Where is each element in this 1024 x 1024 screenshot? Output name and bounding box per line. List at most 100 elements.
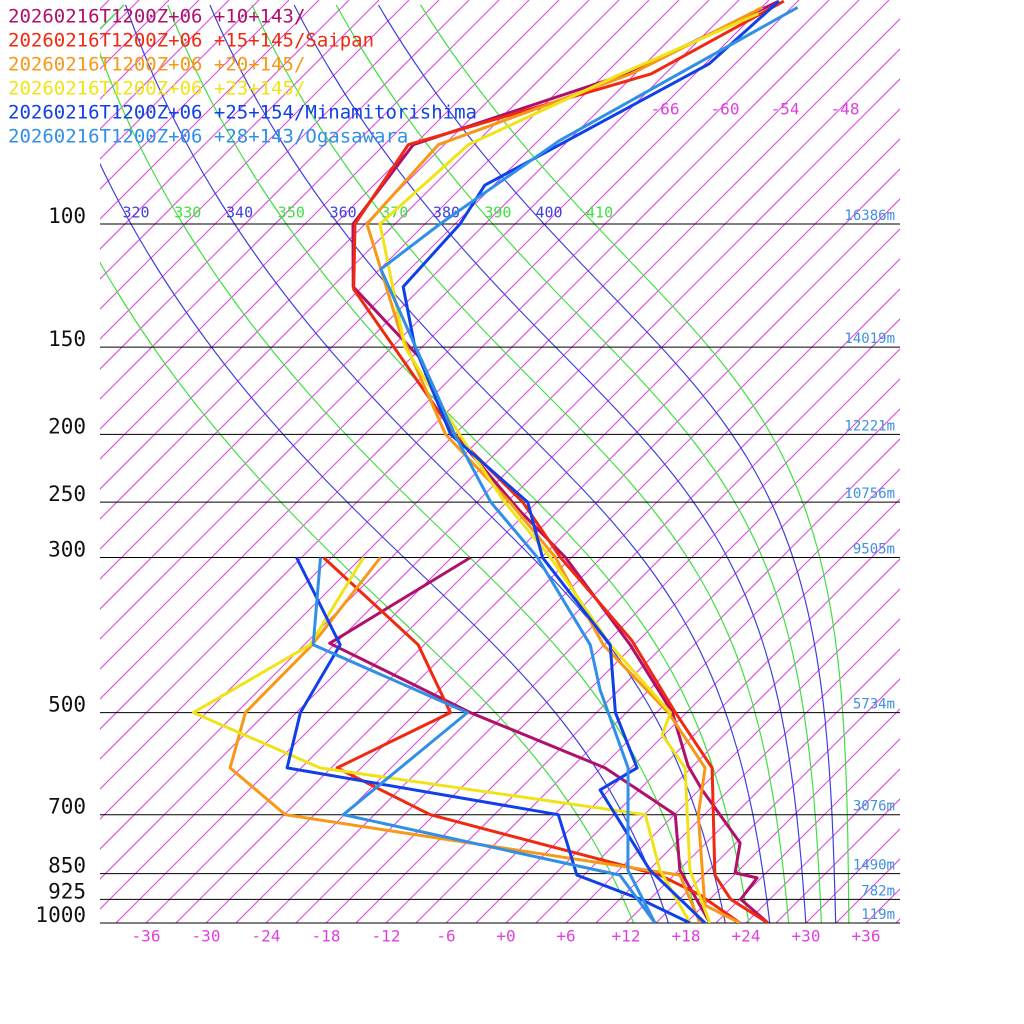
isotherm-label: -60 <box>711 100 740 119</box>
theta-e-label: 330 <box>174 204 201 222</box>
dewpoint-line <box>285 556 691 923</box>
theta-e-label: 390 <box>484 204 511 222</box>
isotherm <box>100 0 890 790</box>
isotherm <box>100 48 900 850</box>
isotherm <box>100 0 860 760</box>
isotherm-label: -54 <box>771 100 800 119</box>
theta-e-line <box>125 4 726 923</box>
isotherm <box>685 708 900 923</box>
isotherm <box>100 108 900 910</box>
isotherm <box>415 438 900 923</box>
isotherm <box>100 0 470 370</box>
height-label: 119m <box>861 907 895 923</box>
isotherm <box>100 0 620 520</box>
pressure-label: 700 <box>48 795 86 819</box>
x-tick-label: +12 <box>612 927 641 946</box>
dewpoint-line <box>328 556 712 923</box>
isotherm <box>100 78 900 880</box>
height-label: 9505m <box>853 542 895 558</box>
isotherm <box>100 0 290 190</box>
height-label: 10756m <box>844 486 895 502</box>
legend-entry: 20260216T1200Z+06 +28+143/Ogasawara <box>8 126 408 148</box>
temperature-line <box>378 12 760 923</box>
theta-e-line <box>335 4 822 923</box>
x-tick-label: +24 <box>732 927 761 946</box>
theta-e-line <box>100 4 635 923</box>
x-tick-label: +0 <box>496 927 515 946</box>
x-tick-label: -18 <box>312 927 341 946</box>
height-label: 16386m <box>844 208 895 224</box>
height-label: 1490m <box>853 858 895 874</box>
height-label: 14019m <box>844 331 895 347</box>
theta-e-label: 340 <box>226 204 253 222</box>
isotherm <box>295 318 900 923</box>
isotherm <box>100 0 710 610</box>
theta-e-label: 360 <box>330 204 357 222</box>
isotherm <box>475 498 900 923</box>
temperature-line <box>352 0 785 923</box>
pressure-label: 1000 <box>35 903 86 927</box>
pressure-label: 200 <box>48 414 86 438</box>
isotherm <box>355 378 900 923</box>
isotherm <box>385 408 900 923</box>
isotherm <box>745 768 900 923</box>
isotherm <box>100 0 680 580</box>
isotherm <box>205 228 900 923</box>
theta-e-line <box>167 4 750 923</box>
isotherm <box>715 738 900 923</box>
isotherm <box>100 0 350 250</box>
x-tick-label: +6 <box>556 927 575 946</box>
theta-e-label: 410 <box>586 204 613 222</box>
pressure-label: 100 <box>48 204 86 228</box>
legend-entry: 20260216T1200Z+06 +23+145/ <box>8 78 305 100</box>
legend: 20260216T1200Z+06 +10+143/20260216T1200Z… <box>8 6 477 148</box>
isotherm <box>325 348 900 923</box>
theta-e-line <box>377 4 837 923</box>
x-tick-label: -12 <box>372 927 401 946</box>
isotherm-label: -48 <box>831 100 860 119</box>
isotherm <box>100 0 500 400</box>
height-label: 5734m <box>853 697 895 713</box>
isotherm <box>625 648 900 923</box>
isotherm <box>595 618 900 923</box>
pressure-label: 250 <box>48 482 86 506</box>
theta-e-line <box>293 4 807 923</box>
isotherm <box>100 0 830 730</box>
theta-e-line <box>209 4 771 923</box>
temperature-line <box>379 6 799 923</box>
x-tick-label: +30 <box>792 927 821 946</box>
profiles <box>191 0 799 923</box>
x-tick-label: +18 <box>672 927 701 946</box>
dewpoint-line <box>322 556 741 923</box>
isotherm <box>100 0 260 160</box>
isotherm <box>565 588 900 923</box>
legend-entry: 20260216T1200Z+06 +15+145/Saipan <box>8 30 374 52</box>
isotherm <box>505 528 900 923</box>
legend-entry: 20260216T1200Z+06 +10+143/ <box>8 6 305 28</box>
isotherm <box>100 0 740 640</box>
temperature-line <box>365 6 764 923</box>
height-label: 782m <box>861 883 895 899</box>
pressure-label: 850 <box>48 854 86 878</box>
isotherm <box>100 0 410 310</box>
dewpoint-line <box>191 556 692 923</box>
height-label: 12221m <box>844 418 895 434</box>
theta-e-line <box>100 4 700 923</box>
isotherm <box>100 0 650 550</box>
isotherm <box>100 0 440 340</box>
x-tick-label: -30 <box>192 927 221 946</box>
legend-entry: 20260216T1200Z+06 +20+145/ <box>8 54 305 76</box>
axes: 1000 119m 925 782m 850 1490m 700 3076m 500 5734m 3… <box>35 100 900 946</box>
isotherm <box>100 0 380 280</box>
height-label: 3076m <box>853 799 895 815</box>
isotherm <box>100 18 900 820</box>
pressure-label: 925 <box>48 879 86 903</box>
theta-e-label: 320 <box>122 204 149 222</box>
theta-e-label: 350 <box>278 204 305 222</box>
isotherm <box>100 0 530 430</box>
pressure-label: 500 <box>48 693 86 717</box>
isotherm <box>445 468 900 923</box>
pressure-label: 150 <box>48 327 86 351</box>
isotherm <box>115 138 900 923</box>
